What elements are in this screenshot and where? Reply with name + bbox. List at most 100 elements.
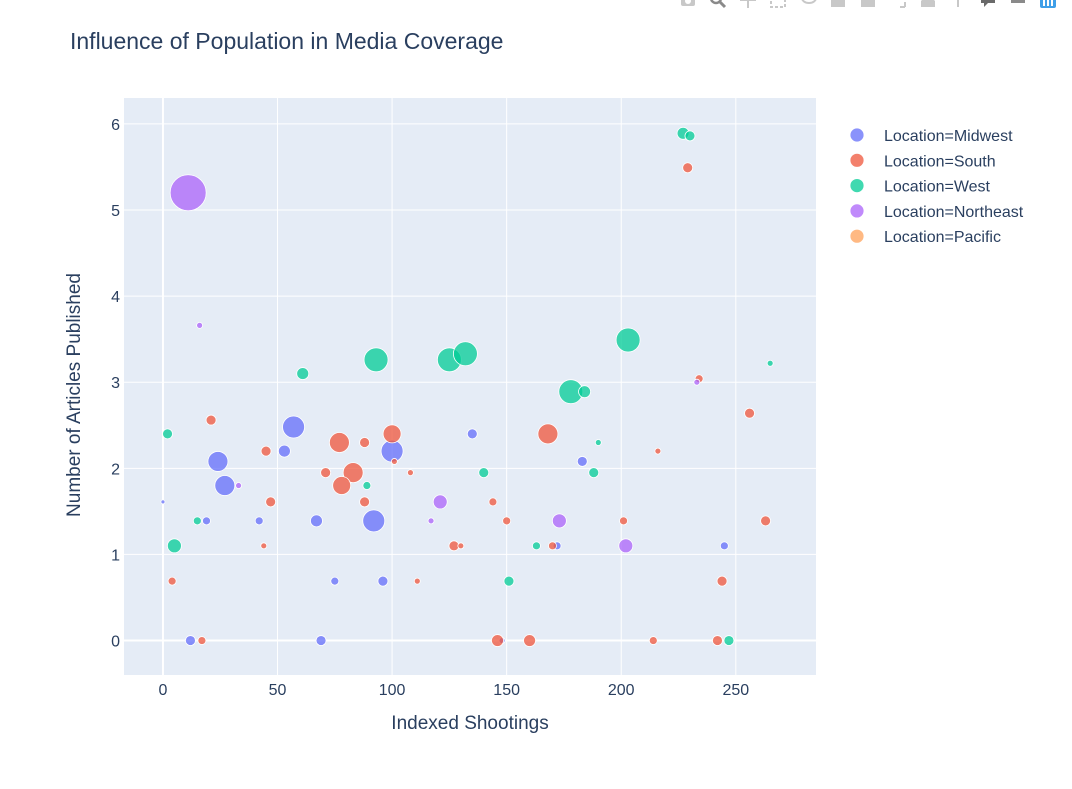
scatter-point-south[interactable]: [619, 516, 628, 526]
zoom-out-icon[interactable]: [858, 0, 878, 8]
scatter-point-midwest[interactable]: [277, 444, 291, 458]
scatter-point-south[interactable]: [502, 516, 512, 526]
scatter-point-west[interactable]: [453, 341, 478, 367]
zero-lines: [124, 98, 816, 675]
x-axis-ticks: 0 50 100 150 200 250: [159, 682, 750, 699]
scatter-point-south[interactable]: [523, 634, 536, 647]
scatter-point-northeast[interactable]: [196, 321, 204, 329]
scatter-point-west[interactable]: [578, 385, 591, 399]
scatter-point-south[interactable]: [265, 496, 277, 508]
scatter-point-south[interactable]: [654, 447, 662, 455]
scatter-point-south[interactable]: [548, 541, 557, 551]
scatter-point-south[interactable]: [491, 634, 504, 647]
scatter-point-northeast[interactable]: [618, 538, 634, 554]
scatter-point-south[interactable]: [760, 515, 771, 527]
scatter-point-south[interactable]: [359, 496, 370, 508]
scatter-point-south[interactable]: [197, 636, 207, 645]
scatter-point-west[interactable]: [362, 481, 372, 490]
legend-label: Location=South: [884, 153, 996, 170]
scatter-point-northeast[interactable]: [551, 513, 567, 529]
hover-compare-icon[interactable]: [1008, 0, 1028, 8]
scatter-point-midwest[interactable]: [362, 509, 386, 533]
scatter-point-south[interactable]: [328, 432, 350, 453]
scatter-point-south[interactable]: [167, 576, 177, 586]
scatter-point-west[interactable]: [296, 367, 310, 380]
scatter-point-south[interactable]: [488, 497, 498, 507]
lasso-icon[interactable]: [798, 0, 818, 8]
zoom-in-icon[interactable]: [828, 0, 848, 8]
scatter-point-south[interactable]: [260, 445, 272, 457]
scatter-point-midwest[interactable]: [254, 516, 264, 526]
scatter-point-south[interactable]: [407, 469, 414, 477]
scatter-point-west[interactable]: [723, 635, 735, 646]
scatter-point-west[interactable]: [532, 541, 541, 551]
scatter-point-midwest[interactable]: [160, 499, 166, 505]
legend-item-pacific[interactable]: Location=Pacific: [849, 228, 1001, 246]
scatter-point-midwest[interactable]: [202, 516, 211, 526]
legend-item-west[interactable]: Location=West: [849, 178, 991, 196]
legend-item-northeast[interactable]: Location=Northeast: [849, 203, 1024, 221]
reset-axes-icon[interactable]: [918, 0, 938, 8]
scatter-point-south[interactable]: [342, 462, 364, 484]
y-axis-title: Number of Articles Published: [64, 273, 85, 517]
scatter-point-midwest[interactable]: [330, 576, 340, 586]
scatter-point-west[interactable]: [615, 327, 641, 353]
scatter-point-midwest[interactable]: [466, 428, 478, 440]
hover-closest-icon[interactable]: [978, 0, 998, 8]
select-box-icon[interactable]: [768, 0, 788, 8]
scatter-point-west[interactable]: [478, 467, 490, 479]
scatter-point-midwest[interactable]: [315, 635, 327, 646]
scatter-point-south[interactable]: [682, 162, 694, 174]
scatter-point-west[interactable]: [167, 538, 182, 554]
scatter-point-west[interactable]: [503, 575, 515, 587]
scatter-point-south[interactable]: [413, 577, 421, 585]
y-tick-label: 2: [111, 461, 120, 478]
spike-lines-icon[interactable]: [948, 0, 968, 8]
scatter-point-south[interactable]: [457, 542, 465, 550]
scatter-point-west[interactable]: [192, 516, 202, 526]
pan-icon[interactable]: [738, 0, 758, 8]
scatter-point-south[interactable]: [359, 437, 370, 448]
scatter-point-south[interactable]: [320, 467, 332, 479]
scatter-point-south[interactable]: [648, 636, 658, 645]
scatter-point-midwest[interactable]: [377, 575, 389, 587]
legend-label: Location=Midwest: [884, 128, 1013, 145]
autoscale-icon[interactable]: [888, 0, 908, 8]
scatter-point-midwest[interactable]: [185, 635, 196, 646]
scatter-point-west[interactable]: [588, 467, 600, 479]
scatter-point-south[interactable]: [332, 476, 352, 495]
scatter-point-midwest[interactable]: [380, 439, 404, 463]
scatter-point-south[interactable]: [382, 424, 402, 444]
scatter-point-midwest[interactable]: [207, 451, 229, 472]
scatter-point-west[interactable]: [684, 130, 696, 142]
scatter-point-northeast[interactable]: [235, 482, 242, 489]
scatter-point-northeast[interactable]: [169, 174, 207, 212]
scatter-point-midwest[interactable]: [214, 475, 236, 496]
scatter-point-west[interactable]: [363, 347, 389, 373]
scatter-point-northeast[interactable]: [427, 517, 435, 525]
scatter-point-midwest[interactable]: [310, 514, 323, 528]
plotly-logo-icon[interactable]: [1038, 0, 1058, 8]
scatter-point-northeast[interactable]: [693, 378, 701, 386]
legend-swatch: [849, 203, 865, 219]
scatter-point-south[interactable]: [712, 635, 723, 646]
scatter-point-west[interactable]: [766, 359, 774, 367]
scatter-point-south[interactable]: [744, 407, 755, 419]
x-tick-label: 200: [608, 682, 635, 699]
scatter-point-south[interactable]: [716, 575, 728, 587]
scatter-point-midwest[interactable]: [576, 456, 588, 467]
scatter-point-midwest[interactable]: [719, 541, 729, 551]
legend-item-midwest[interactable]: Location=Midwest: [849, 127, 1013, 145]
zoom-icon[interactable]: [708, 0, 728, 9]
scatter-point-south[interactable]: [260, 542, 268, 550]
plot-area[interactable]: [124, 98, 816, 675]
scatter-point-west[interactable]: [162, 428, 173, 440]
scatter-point-midwest[interactable]: [282, 415, 305, 439]
scatter-point-northeast[interactable]: [432, 494, 448, 510]
legend-item-south[interactable]: Location=South: [849, 152, 996, 170]
camera-icon[interactable]: [678, 0, 698, 8]
scatter-point-south[interactable]: [205, 414, 217, 426]
scatter-point-west[interactable]: [594, 439, 602, 446]
scatter-point-south[interactable]: [390, 458, 398, 465]
scatter-point-south[interactable]: [537, 423, 559, 445]
